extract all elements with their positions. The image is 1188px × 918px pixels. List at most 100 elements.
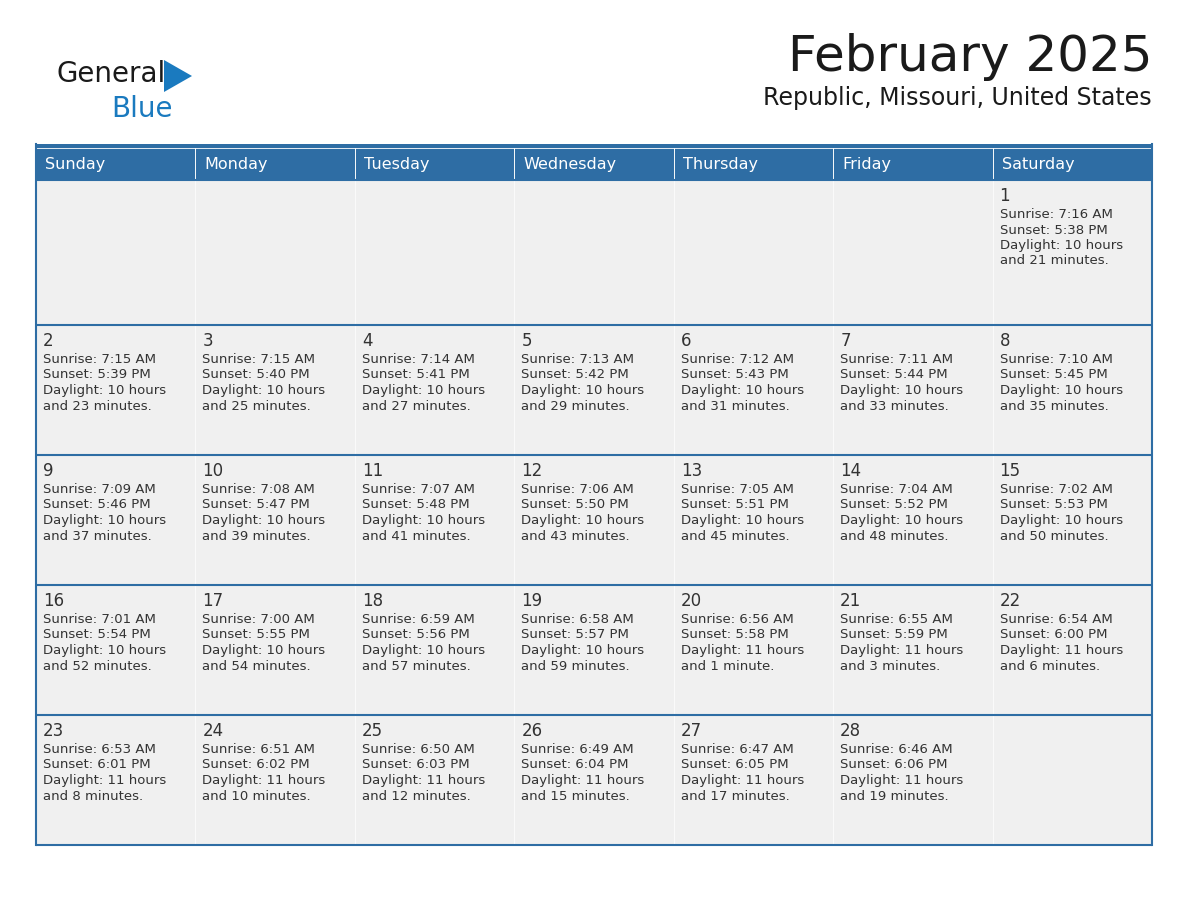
Text: Sunset: 5:57 PM: Sunset: 5:57 PM [522,629,630,642]
FancyBboxPatch shape [992,455,1152,585]
Text: and 31 minutes.: and 31 minutes. [681,399,790,412]
FancyBboxPatch shape [674,325,833,455]
Text: Daylight: 10 hours: Daylight: 10 hours [999,384,1123,397]
Text: Sunset: 5:50 PM: Sunset: 5:50 PM [522,498,628,511]
Text: Sunset: 5:43 PM: Sunset: 5:43 PM [681,368,789,382]
Text: Sunset: 5:45 PM: Sunset: 5:45 PM [999,368,1107,382]
Text: Sunrise: 7:08 AM: Sunrise: 7:08 AM [202,483,315,496]
Text: and 41 minutes.: and 41 minutes. [362,530,470,543]
FancyBboxPatch shape [674,715,833,845]
Text: Daylight: 11 hours: Daylight: 11 hours [362,774,485,787]
Text: 2: 2 [43,332,53,350]
Text: Daylight: 11 hours: Daylight: 11 hours [999,644,1123,657]
FancyBboxPatch shape [992,148,1152,180]
Text: and 10 minutes.: and 10 minutes. [202,789,311,802]
Text: Sunset: 5:42 PM: Sunset: 5:42 PM [522,368,628,382]
Text: and 37 minutes.: and 37 minutes. [43,530,152,543]
Text: and 54 minutes.: and 54 minutes. [202,659,311,673]
Text: and 43 minutes.: and 43 minutes. [522,530,630,543]
Text: 18: 18 [362,592,383,610]
FancyBboxPatch shape [196,148,355,180]
Text: Daylight: 10 hours: Daylight: 10 hours [522,644,644,657]
Text: Sunrise: 6:50 AM: Sunrise: 6:50 AM [362,743,475,756]
Text: Sunset: 5:56 PM: Sunset: 5:56 PM [362,629,469,642]
Text: and 23 minutes.: and 23 minutes. [43,399,152,412]
Text: Sunrise: 7:05 AM: Sunrise: 7:05 AM [681,483,794,496]
FancyBboxPatch shape [514,455,674,585]
Text: Monday: Monday [204,156,268,172]
FancyBboxPatch shape [992,325,1152,455]
Text: 4: 4 [362,332,372,350]
Text: Daylight: 11 hours: Daylight: 11 hours [681,644,804,657]
FancyBboxPatch shape [833,325,992,455]
Text: Sunrise: 7:04 AM: Sunrise: 7:04 AM [840,483,953,496]
Text: 10: 10 [202,462,223,480]
Text: Daylight: 10 hours: Daylight: 10 hours [362,514,485,527]
FancyBboxPatch shape [36,455,196,585]
Text: Sunset: 5:53 PM: Sunset: 5:53 PM [999,498,1107,511]
Text: Daylight: 11 hours: Daylight: 11 hours [681,774,804,787]
FancyBboxPatch shape [36,148,196,180]
Text: Sunset: 5:51 PM: Sunset: 5:51 PM [681,498,789,511]
FancyBboxPatch shape [36,715,196,845]
Text: Daylight: 10 hours: Daylight: 10 hours [840,384,963,397]
FancyBboxPatch shape [992,715,1152,845]
Text: Sunrise: 7:15 AM: Sunrise: 7:15 AM [43,353,156,366]
Text: Sunset: 6:05 PM: Sunset: 6:05 PM [681,758,789,771]
Text: 8: 8 [999,332,1010,350]
Text: Saturday: Saturday [1001,156,1074,172]
Text: Sunrise: 7:06 AM: Sunrise: 7:06 AM [522,483,634,496]
Text: Daylight: 10 hours: Daylight: 10 hours [362,644,485,657]
Text: Sunrise: 6:54 AM: Sunrise: 6:54 AM [999,613,1112,626]
FancyBboxPatch shape [674,148,833,180]
Text: and 19 minutes.: and 19 minutes. [840,789,949,802]
Text: Wednesday: Wednesday [523,156,617,172]
Text: Daylight: 10 hours: Daylight: 10 hours [202,384,326,397]
Text: Daylight: 11 hours: Daylight: 11 hours [202,774,326,787]
Text: Sunset: 5:48 PM: Sunset: 5:48 PM [362,498,469,511]
FancyBboxPatch shape [674,455,833,585]
FancyBboxPatch shape [36,585,196,715]
Text: and 50 minutes.: and 50 minutes. [999,530,1108,543]
Text: 21: 21 [840,592,861,610]
Text: Sunrise: 6:59 AM: Sunrise: 6:59 AM [362,613,475,626]
Text: Sunset: 5:44 PM: Sunset: 5:44 PM [840,368,948,382]
Text: Sunrise: 6:51 AM: Sunrise: 6:51 AM [202,743,315,756]
Text: Friday: Friday [842,156,891,172]
Text: and 6 minutes.: and 6 minutes. [999,659,1100,673]
FancyBboxPatch shape [833,180,992,325]
Text: Sunset: 5:40 PM: Sunset: 5:40 PM [202,368,310,382]
FancyBboxPatch shape [514,325,674,455]
Text: Sunrise: 6:58 AM: Sunrise: 6:58 AM [522,613,634,626]
FancyBboxPatch shape [514,148,674,180]
FancyBboxPatch shape [36,144,1152,148]
Text: and 45 minutes.: and 45 minutes. [681,530,789,543]
Text: Sunrise: 7:10 AM: Sunrise: 7:10 AM [999,353,1112,366]
Text: 11: 11 [362,462,383,480]
FancyBboxPatch shape [355,148,514,180]
FancyBboxPatch shape [196,585,355,715]
Text: Sunset: 5:55 PM: Sunset: 5:55 PM [202,629,310,642]
Text: 13: 13 [681,462,702,480]
FancyBboxPatch shape [992,585,1152,715]
Text: 24: 24 [202,722,223,740]
FancyBboxPatch shape [196,180,355,325]
Text: 6: 6 [681,332,691,350]
Text: Sunset: 6:04 PM: Sunset: 6:04 PM [522,758,628,771]
Text: Daylight: 10 hours: Daylight: 10 hours [522,384,644,397]
FancyBboxPatch shape [674,180,833,325]
Text: 15: 15 [999,462,1020,480]
FancyBboxPatch shape [36,325,196,455]
Text: and 17 minutes.: and 17 minutes. [681,789,790,802]
Text: and 35 minutes.: and 35 minutes. [999,399,1108,412]
Text: Sunrise: 7:07 AM: Sunrise: 7:07 AM [362,483,475,496]
Text: 7: 7 [840,332,851,350]
Text: Daylight: 10 hours: Daylight: 10 hours [43,644,166,657]
Text: Daylight: 10 hours: Daylight: 10 hours [362,384,485,397]
Text: Sunset: 6:02 PM: Sunset: 6:02 PM [202,758,310,771]
Text: Sunrise: 7:11 AM: Sunrise: 7:11 AM [840,353,953,366]
Text: and 33 minutes.: and 33 minutes. [840,399,949,412]
FancyBboxPatch shape [196,715,355,845]
Text: and 39 minutes.: and 39 minutes. [202,530,311,543]
Text: Blue: Blue [110,95,172,123]
